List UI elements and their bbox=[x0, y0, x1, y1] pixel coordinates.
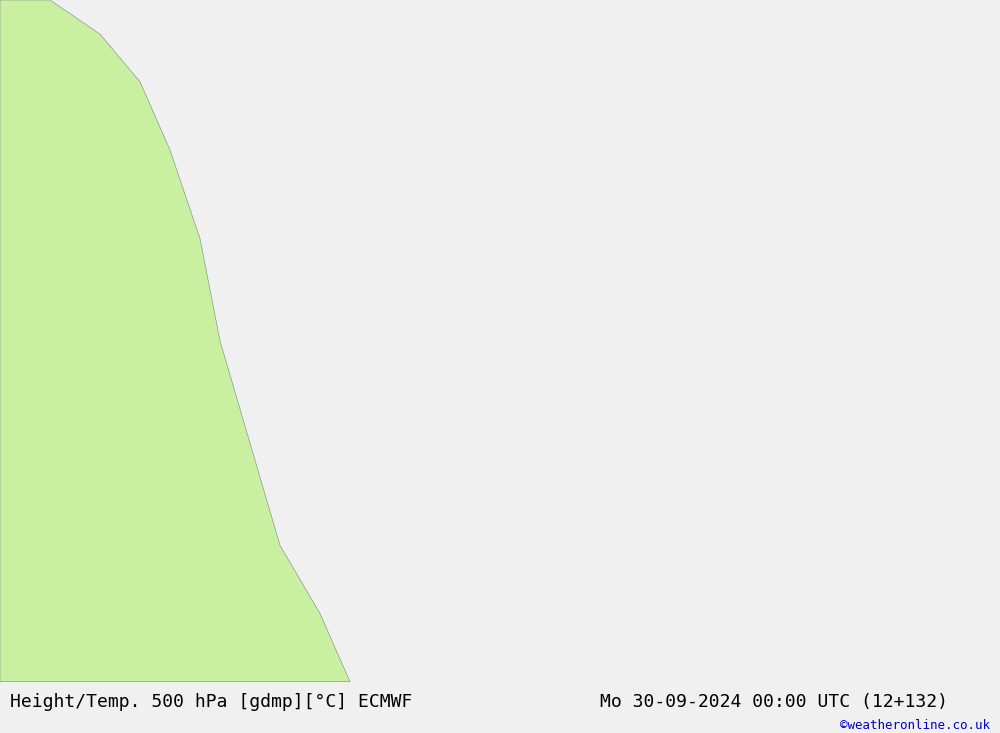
Polygon shape bbox=[0, 0, 350, 682]
Text: Mo 30-09-2024 00:00 UTC (12+132): Mo 30-09-2024 00:00 UTC (12+132) bbox=[600, 693, 948, 711]
Text: Height/Temp. 500 hPa [gdmp][°C] ECMWF: Height/Temp. 500 hPa [gdmp][°C] ECMWF bbox=[10, 693, 412, 711]
Text: ©weatheronline.co.uk: ©weatheronline.co.uk bbox=[840, 719, 990, 732]
